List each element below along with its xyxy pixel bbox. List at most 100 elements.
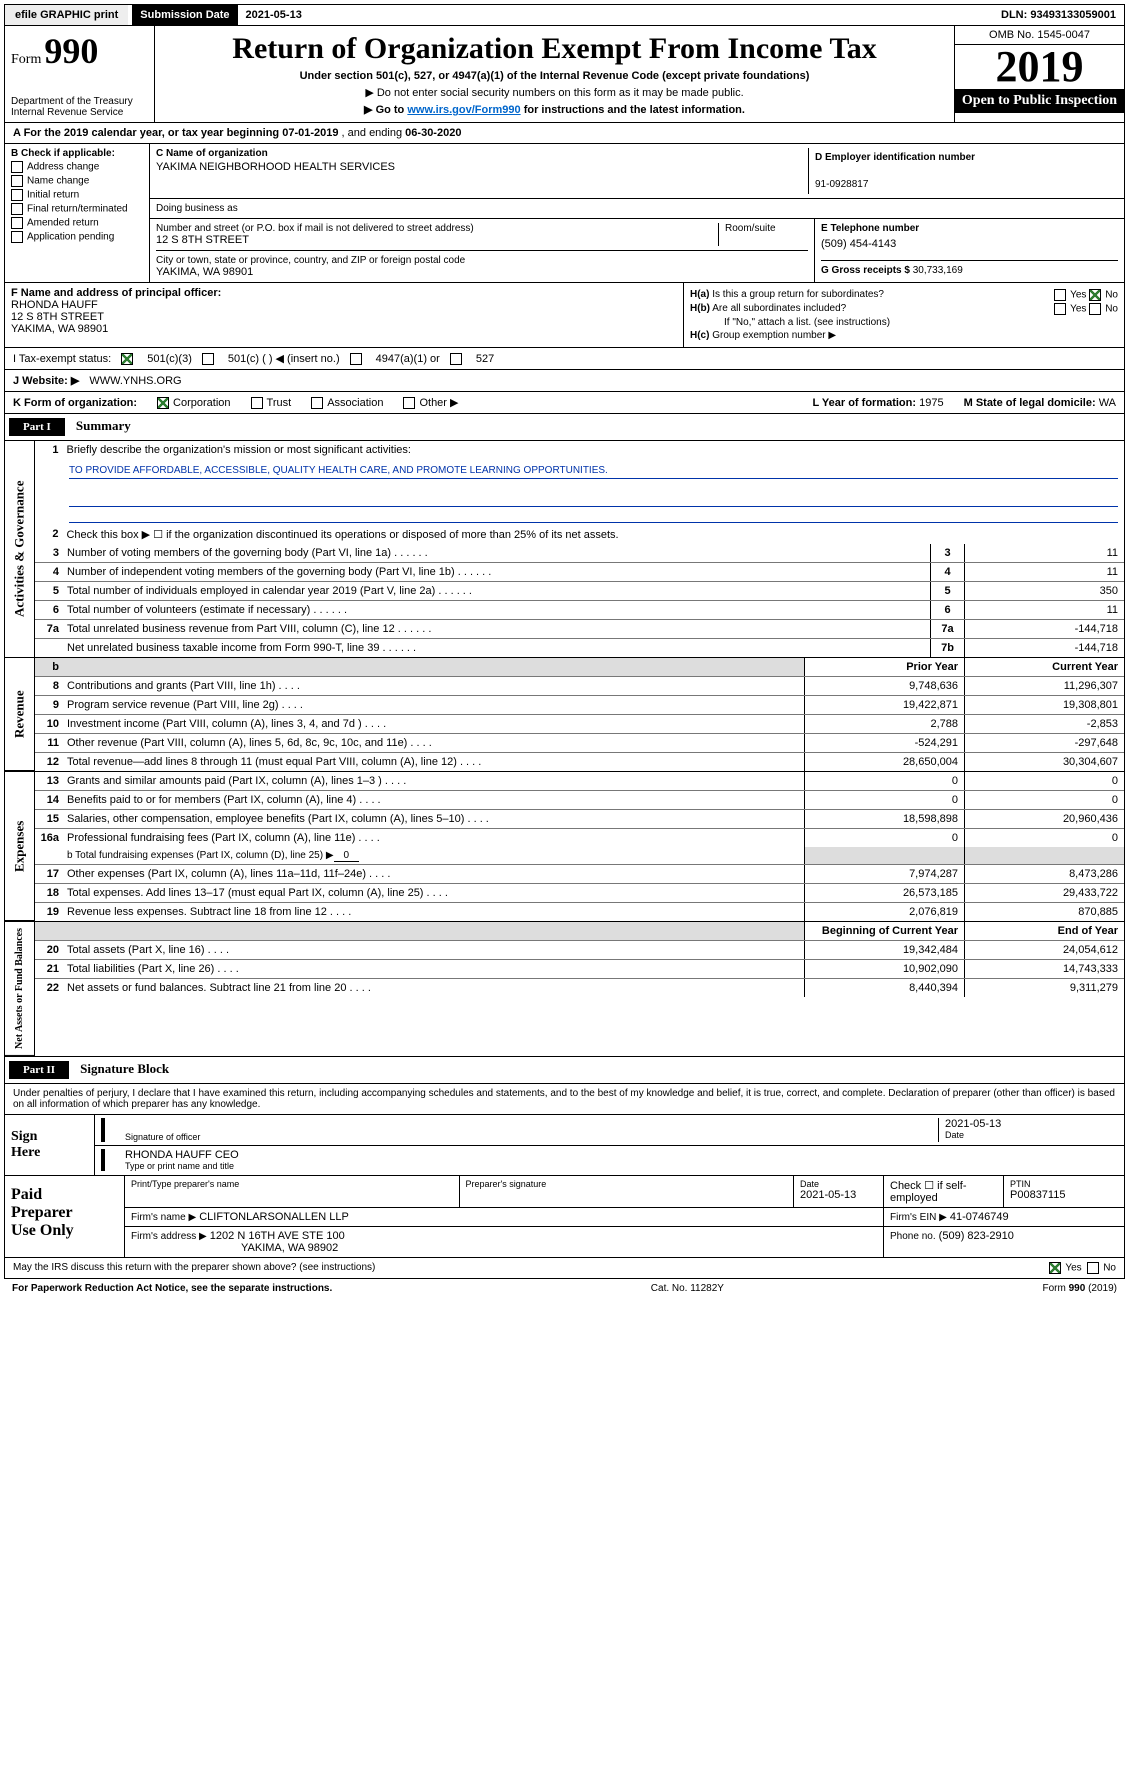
prior-val: 19,422,871 — [804, 696, 964, 714]
current-val: 20,960,436 — [964, 810, 1124, 828]
irs-link[interactable]: www.irs.gov/Form990 — [407, 104, 520, 116]
firm-ein-lbl: Firm's EIN ▶ — [890, 1212, 947, 1223]
gross-lbl: G Gross receipts $ — [821, 265, 910, 276]
k-other-cb[interactable] — [403, 397, 415, 409]
colb-cb[interactable] — [11, 203, 23, 215]
527-lbl: 527 — [476, 353, 494, 365]
prior-val: 2,076,819 — [804, 903, 964, 921]
perjury-text: Under penalties of perjury, I declare th… — [4, 1084, 1125, 1115]
rev-vbar: Revenue — [5, 658, 35, 771]
k-lbl: K Form of organization: — [13, 397, 137, 409]
ha-yes-cb[interactable] — [1054, 289, 1066, 301]
tax-year: 2019 — [955, 45, 1124, 89]
current-val: 30,304,607 — [964, 753, 1124, 771]
ptin-lbl: PTIN — [1010, 1179, 1118, 1189]
4947-cb[interactable] — [350, 353, 362, 365]
val: 11 — [964, 601, 1124, 619]
efile-btn[interactable]: efile GRAPHIC print — [5, 5, 128, 25]
prep-date: 2021-05-13 — [800, 1189, 877, 1201]
year-cell: OMB No. 1545-0047 2019 Open to Public In… — [954, 26, 1124, 122]
prior-val: 10,902,090 — [804, 960, 964, 978]
suite-lbl: Room/suite — [718, 223, 808, 246]
val: 11 — [964, 544, 1124, 562]
city-val: YAKIMA, WA 98901 — [156, 266, 808, 278]
hb-yes: Yes — [1070, 304, 1086, 315]
val: -144,718 — [964, 620, 1124, 638]
colb-cb[interactable] — [11, 161, 23, 173]
prep-date-lbl: Date — [800, 1179, 877, 1189]
prior-val: 7,974,287 — [804, 865, 964, 883]
current-val: -297,648 — [964, 734, 1124, 752]
current-head: Current Year — [964, 658, 1124, 676]
current-val: -2,853 — [964, 715, 1124, 733]
form-number: 990 — [44, 31, 98, 71]
end-head: End of Year — [964, 922, 1124, 940]
prep-name-lbl: Print/Type preparer's name — [131, 1179, 453, 1189]
ha-lbl: H(a) — [690, 289, 709, 300]
ha-yes: Yes — [1070, 290, 1086, 301]
tel-val: (509) 454-4143 — [821, 236, 1118, 260]
k-corp-cb[interactable] — [157, 397, 169, 409]
k-assoc-cb[interactable] — [311, 397, 323, 409]
prior-val: 8,440,394 — [804, 979, 964, 997]
527-cb[interactable] — [450, 353, 462, 365]
box: 6 — [930, 601, 964, 619]
topbar: efile GRAPHIC print Submission Date 2021… — [4, 4, 1125, 26]
form-cell: Form 990 Department of the TreasuryInter… — [5, 26, 155, 122]
k-trust-cb[interactable] — [251, 397, 263, 409]
discuss-no-cb[interactable] — [1087, 1262, 1099, 1274]
501c3-cb[interactable] — [121, 353, 133, 365]
current-val: 9,311,279 — [964, 979, 1124, 997]
foot-mid: Cat. No. 11282Y — [651, 1283, 724, 1294]
part1-title: Summary — [76, 418, 131, 434]
city-lbl: City or town, state or province, country… — [156, 255, 808, 266]
firm-phone-lbl: Phone no. — [890, 1231, 936, 1242]
current-val: 11,296,307 — [964, 677, 1124, 695]
sig-date: 2021-05-13 — [945, 1118, 1118, 1130]
website-val: WWW.YNHS.ORG — [89, 375, 181, 387]
dept: Department of the TreasuryInternal Reven… — [11, 96, 148, 118]
colb-cb[interactable] — [11, 231, 23, 243]
discuss-yes: Yes — [1065, 1263, 1081, 1274]
addr-val: 12 S 8TH STREET — [156, 234, 718, 246]
ha-txt: Is this a group return for subordinates? — [712, 289, 884, 300]
501c-cb[interactable] — [202, 353, 214, 365]
self-emp: Check ☐ if self-employed — [884, 1176, 1004, 1207]
officer-name: RHONDA HAUFF — [11, 299, 677, 311]
colb-cb[interactable] — [11, 175, 23, 187]
hb-no-cb[interactable] — [1089, 303, 1101, 315]
hb-note: If "No," attach a list. (see instruction… — [690, 317, 890, 328]
discuss-yes-cb[interactable] — [1049, 1262, 1061, 1274]
ein-lbl: D Employer identification number — [815, 152, 1112, 163]
sub3-pre: ▶ Go to — [364, 104, 407, 116]
part2-bar: Part II — [9, 1061, 69, 1079]
current-val: 19,308,801 — [964, 696, 1124, 714]
box: 4 — [930, 563, 964, 581]
k-corp: Corporation — [173, 397, 230, 409]
sig-date-lbl: Date — [945, 1130, 1118, 1140]
l-lbl: L Year of formation: — [813, 397, 917, 409]
prior-val: 0 — [804, 829, 964, 847]
box: 7a — [930, 620, 964, 638]
hb-lbl: H(b) — [690, 303, 710, 314]
exp-vbar: Expenses — [5, 772, 35, 921]
k-other: Other ▶ — [419, 397, 458, 409]
a-pre: A For the 2019 calendar year, or tax yea… — [13, 127, 282, 139]
firm-addr-lbl: Firm's address ▶ — [131, 1231, 207, 1242]
firm-name: CLIFTONLARSONALLEN LLP — [199, 1211, 349, 1223]
firm-ein: 41-0746749 — [950, 1211, 1009, 1223]
m-val: WA — [1099, 397, 1116, 409]
colb-cb[interactable] — [11, 189, 23, 201]
title-cell: Return of Organization Exempt From Incom… — [155, 26, 954, 122]
sub1: Under section 501(c), 527, or 4947(a)(1)… — [161, 70, 948, 82]
colb-cb[interactable] — [11, 217, 23, 229]
m-lbl: M State of legal domicile: — [964, 397, 1096, 409]
ha-no-cb[interactable] — [1089, 289, 1101, 301]
hb-yes-cb[interactable] — [1054, 303, 1066, 315]
sub2: ▶ Do not enter social security numbers o… — [161, 86, 948, 99]
form-title: Return of Organization Exempt From Incom… — [161, 32, 948, 66]
part2-title: Signature Block — [80, 1061, 169, 1077]
officer-addr2: YAKIMA, WA 98901 — [11, 323, 677, 335]
sub3: ▶ Go to www.irs.gov/Form990 for instruct… — [161, 103, 948, 116]
box: 5 — [930, 582, 964, 600]
